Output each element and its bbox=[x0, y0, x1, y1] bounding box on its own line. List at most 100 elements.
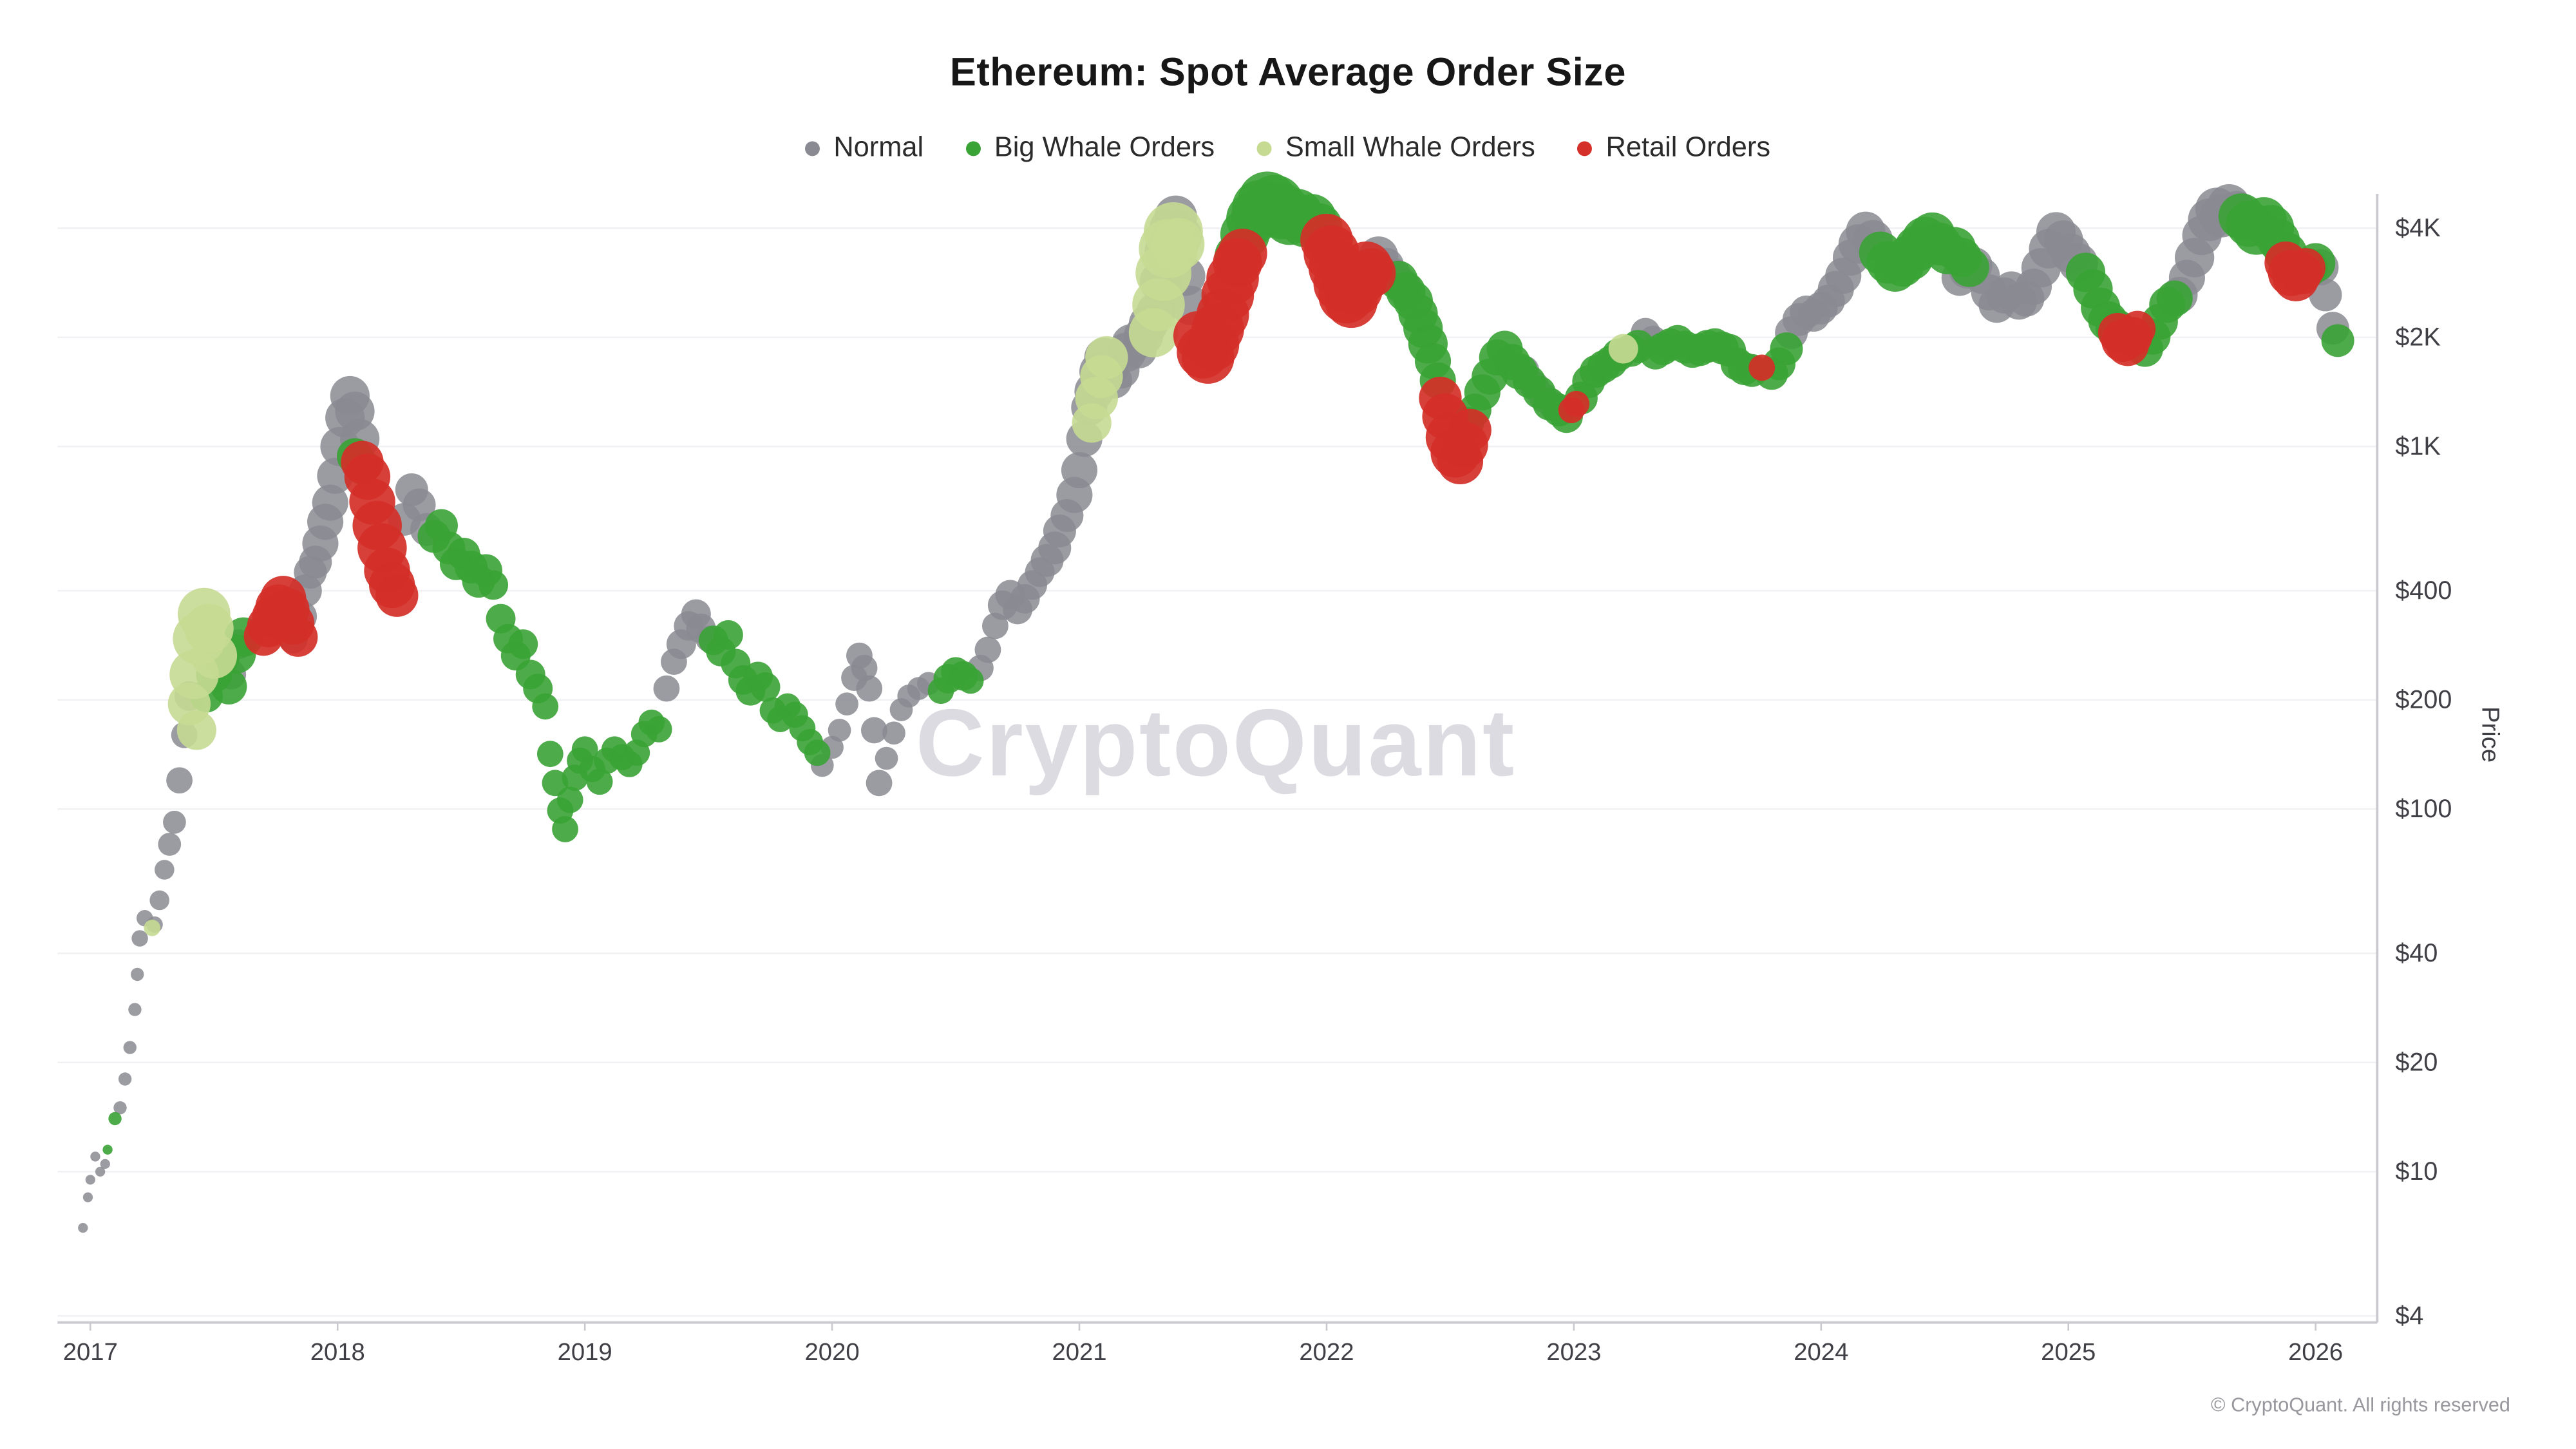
data-point bbox=[402, 488, 436, 522]
x-tick-label: 2024 bbox=[1794, 1338, 1848, 1366]
y-tick-label: $4 bbox=[2395, 1302, 2423, 1330]
y-axis-title: Price bbox=[2476, 706, 2504, 763]
data-point bbox=[82, 1192, 93, 1202]
chart-legend: Normal Big Whale Orders Small Whale Orde… bbox=[0, 131, 2576, 164]
data-point bbox=[556, 786, 583, 813]
data-point bbox=[645, 715, 672, 743]
data-point bbox=[108, 1112, 122, 1126]
legend-label-normal: Normal bbox=[833, 131, 924, 163]
y-tick-label: $40 bbox=[2395, 939, 2438, 967]
data-point bbox=[835, 692, 858, 715]
data-point bbox=[1151, 218, 1205, 271]
data-point bbox=[1748, 354, 1776, 381]
data-point bbox=[750, 672, 781, 702]
y-tick-label: $100 bbox=[2395, 795, 2452, 823]
data-point bbox=[866, 770, 893, 797]
data-point bbox=[974, 636, 1001, 663]
data-point bbox=[478, 570, 509, 600]
y-tick-label: $10 bbox=[2395, 1157, 2438, 1186]
data-point bbox=[536, 741, 564, 768]
x-tick-label: 2019 bbox=[558, 1338, 612, 1366]
data-point bbox=[113, 1101, 127, 1115]
data-point bbox=[278, 617, 318, 657]
data-point bbox=[78, 1222, 88, 1233]
data-point bbox=[95, 1166, 106, 1177]
x-tick-label: 2026 bbox=[2288, 1338, 2343, 1366]
y-tick-label: $2K bbox=[2395, 323, 2440, 351]
legend-item-small-whale[interactable]: Small Whale Orders bbox=[1257, 131, 1535, 164]
data-point bbox=[856, 675, 883, 702]
data-point bbox=[128, 1003, 142, 1016]
data-point bbox=[653, 675, 680, 702]
data-point bbox=[118, 1072, 132, 1086]
chart-title: Ethereum: Spot Average Order Size bbox=[949, 51, 1626, 95]
data-point bbox=[2156, 280, 2193, 317]
data-point bbox=[1085, 336, 1128, 379]
copyright-note: © CryptoQuant. All rights reserved bbox=[2211, 1393, 2510, 1416]
data-point bbox=[713, 620, 743, 650]
legend-label-retail: Retail Orders bbox=[1605, 131, 1771, 163]
data-point bbox=[149, 890, 170, 911]
y-tick-label: $1K bbox=[2395, 432, 2440, 460]
data-point bbox=[804, 739, 831, 766]
x-tick-label: 2018 bbox=[310, 1338, 365, 1366]
retail-dot-icon bbox=[1578, 140, 1593, 156]
legend-label-small-whale: Small Whale Orders bbox=[1285, 131, 1535, 163]
x-tick-label: 2023 bbox=[1546, 1338, 1601, 1366]
y-tick-label: $4K bbox=[2395, 214, 2440, 242]
watermark-text: CryptoQuant bbox=[916, 690, 1516, 796]
data-point bbox=[2321, 324, 2354, 357]
series-small-whale bbox=[144, 202, 1638, 936]
legend-item-normal[interactable]: Normal bbox=[805, 131, 924, 164]
data-point bbox=[957, 667, 984, 694]
data-point bbox=[1448, 408, 1492, 452]
data-point bbox=[875, 746, 898, 770]
small-whale-dot-icon bbox=[1257, 140, 1273, 156]
data-point bbox=[1061, 452, 1098, 489]
data-point bbox=[375, 574, 419, 617]
y-tick-label: $200 bbox=[2395, 685, 2452, 714]
data-point bbox=[158, 833, 182, 856]
data-point bbox=[1563, 390, 1590, 417]
data-point bbox=[144, 920, 160, 936]
data-point bbox=[532, 693, 559, 720]
data-point bbox=[100, 1159, 110, 1170]
legend-label-big-whale: Big Whale Orders bbox=[994, 131, 1215, 163]
data-point bbox=[191, 632, 238, 679]
data-point bbox=[1949, 247, 1989, 287]
data-point bbox=[882, 721, 905, 745]
normal-dot-icon bbox=[805, 140, 820, 156]
data-point bbox=[2119, 310, 2156, 347]
data-point bbox=[1218, 229, 1267, 278]
data-point bbox=[552, 816, 578, 842]
data-point bbox=[131, 930, 148, 947]
data-point bbox=[2286, 248, 2325, 288]
data-point bbox=[85, 1175, 95, 1185]
y-tick-label: $20 bbox=[2395, 1048, 2438, 1076]
data-point bbox=[1346, 248, 1396, 298]
data-point bbox=[1770, 332, 1803, 366]
legend-item-big-whale[interactable]: Big Whale Orders bbox=[966, 131, 1215, 164]
series-retail bbox=[243, 213, 2325, 657]
data-point bbox=[163, 810, 186, 834]
data-point bbox=[131, 967, 144, 981]
big-whale-dot-icon bbox=[966, 140, 981, 156]
data-point bbox=[312, 484, 348, 521]
data-point bbox=[851, 654, 878, 681]
x-tick-label: 2020 bbox=[805, 1338, 860, 1366]
data-point bbox=[1608, 334, 1638, 364]
legend-item-retail[interactable]: Retail Orders bbox=[1578, 131, 1770, 164]
x-tick-label: 2021 bbox=[1052, 1338, 1106, 1366]
data-point bbox=[123, 1041, 137, 1054]
x-tick-label: 2022 bbox=[1299, 1338, 1354, 1366]
x-tick-label: 2017 bbox=[63, 1338, 118, 1366]
data-point bbox=[508, 629, 538, 659]
data-point bbox=[166, 767, 193, 794]
data-point bbox=[90, 1151, 100, 1162]
data-point bbox=[542, 770, 569, 797]
y-tick-label: $400 bbox=[2395, 576, 2452, 605]
data-point bbox=[176, 710, 216, 750]
data-point bbox=[155, 860, 175, 880]
